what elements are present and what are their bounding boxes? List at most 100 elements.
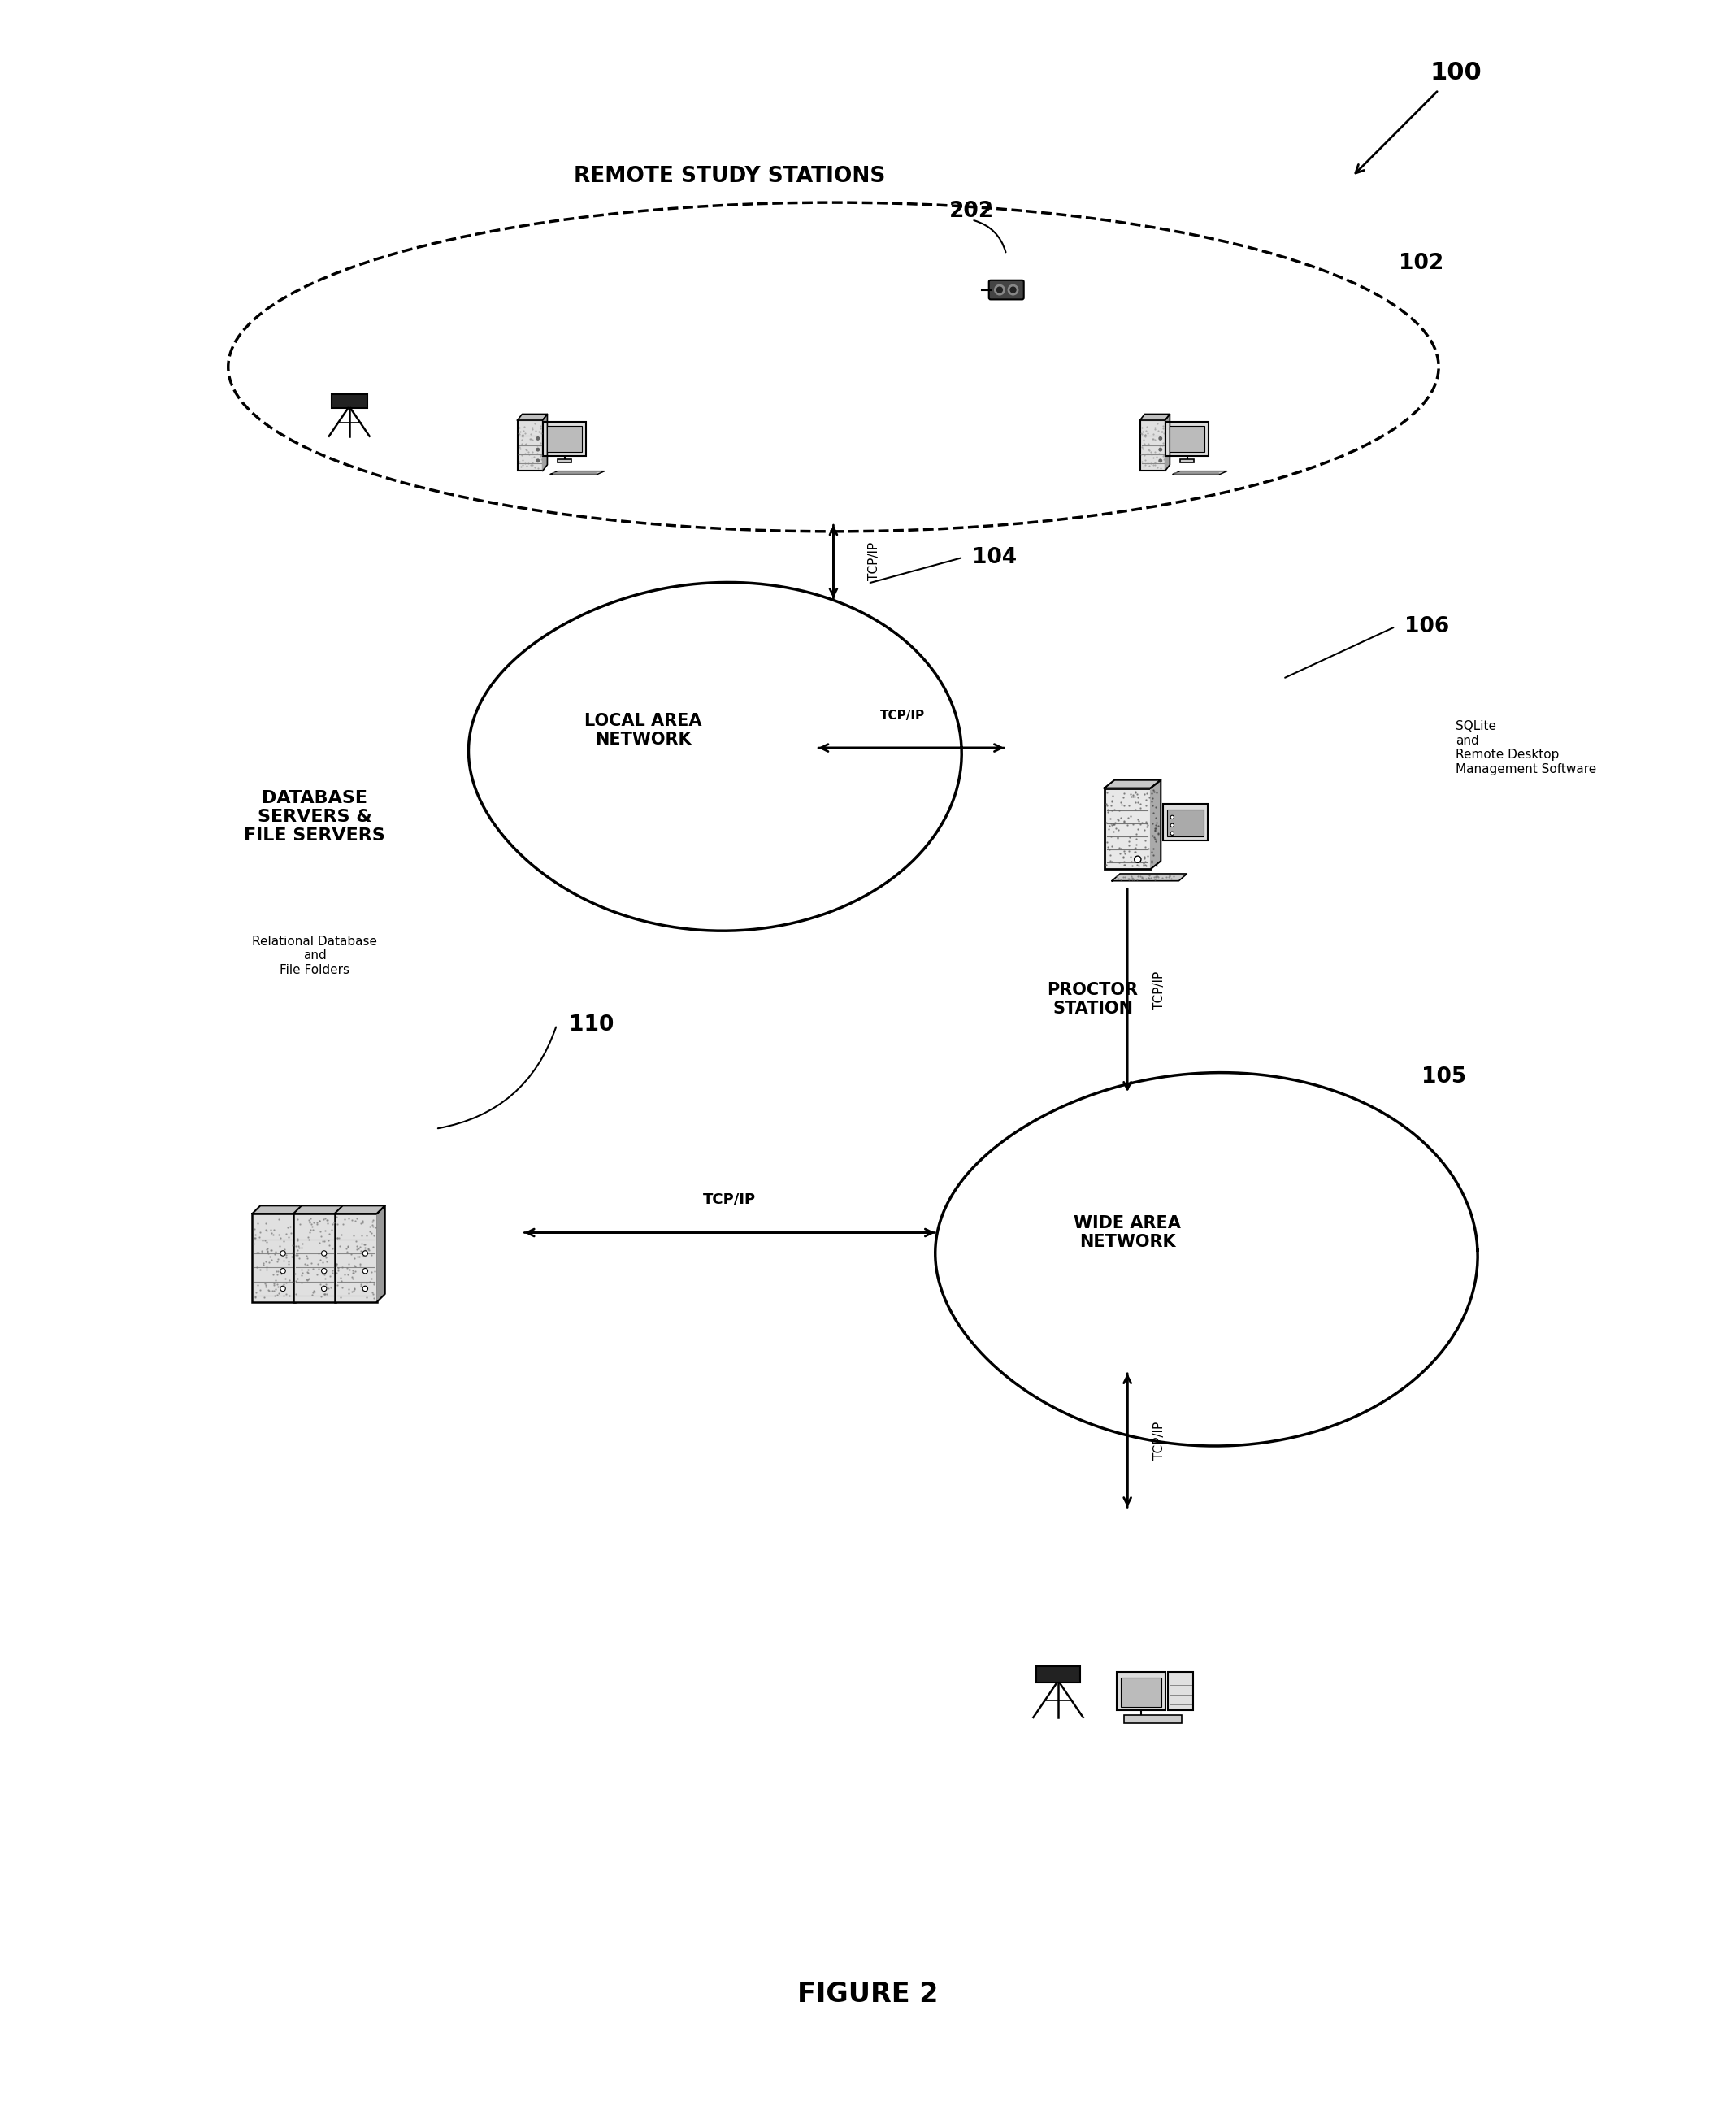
Point: [1125, 860, 1153, 894]
Polygon shape: [936, 1072, 1477, 1445]
Point: [273, 1240, 300, 1274]
Point: [1135, 862, 1163, 896]
Point: [252, 1252, 279, 1286]
Point: [339, 1254, 366, 1288]
Point: [252, 1269, 279, 1303]
Point: [311, 1278, 339, 1312]
Circle shape: [995, 284, 1005, 295]
Point: [297, 1208, 325, 1242]
Point: [281, 1237, 309, 1271]
Circle shape: [363, 1286, 368, 1290]
Point: [285, 1242, 312, 1276]
Point: [299, 1210, 326, 1244]
Point: [519, 411, 547, 445]
Point: [1104, 803, 1132, 837]
Point: [269, 1244, 297, 1278]
Point: [1139, 818, 1167, 852]
Polygon shape: [1174, 470, 1227, 475]
Point: [312, 1269, 340, 1303]
Point: [276, 1278, 304, 1312]
Point: [1139, 807, 1167, 841]
Point: [1141, 822, 1168, 856]
Point: [1130, 841, 1158, 875]
Point: [252, 1223, 279, 1257]
Point: [342, 1204, 370, 1237]
FancyBboxPatch shape: [543, 422, 587, 456]
Point: [1130, 778, 1158, 812]
Point: [1134, 415, 1161, 449]
Point: [1109, 841, 1137, 875]
Point: [297, 1212, 325, 1246]
Point: [318, 1254, 345, 1288]
Point: [347, 1218, 375, 1252]
Point: [276, 1210, 304, 1244]
Point: [312, 1240, 340, 1274]
Point: [248, 1233, 276, 1267]
Point: [359, 1204, 387, 1237]
Point: [342, 1201, 370, 1235]
Point: [332, 1257, 359, 1290]
Point: [323, 1257, 351, 1290]
Point: [1141, 447, 1168, 481]
Point: [1144, 816, 1172, 850]
Point: [1139, 417, 1167, 451]
Point: [293, 1242, 321, 1276]
Point: [340, 1248, 368, 1282]
Text: 202: 202: [950, 201, 995, 222]
Point: [264, 1267, 292, 1301]
Point: [1134, 860, 1161, 894]
Point: [1141, 776, 1168, 809]
Point: [1092, 786, 1120, 820]
Point: [1144, 413, 1172, 447]
Point: [1125, 812, 1153, 845]
Text: 106: 106: [1404, 617, 1450, 638]
Text: FIGURE 2: FIGURE 2: [797, 1981, 939, 2009]
Point: [1141, 422, 1168, 456]
Point: [309, 1246, 337, 1280]
Point: [1144, 860, 1172, 894]
Point: [259, 1257, 286, 1290]
Point: [1141, 411, 1168, 445]
Point: [295, 1206, 323, 1240]
Circle shape: [363, 1250, 368, 1257]
Text: 104: 104: [972, 547, 1017, 568]
Point: [1116, 820, 1144, 854]
Point: [344, 1233, 372, 1267]
Point: [1092, 776, 1120, 809]
Point: [349, 1274, 377, 1307]
Point: [1118, 778, 1146, 812]
Point: [523, 437, 550, 470]
Point: [1139, 831, 1167, 865]
Point: [528, 415, 556, 449]
Point: [359, 1208, 387, 1242]
Point: [1097, 807, 1125, 841]
Point: [359, 1280, 387, 1314]
Point: [510, 409, 538, 443]
Polygon shape: [1104, 780, 1161, 788]
Point: [1146, 428, 1174, 462]
Point: [279, 1235, 307, 1269]
Point: [1121, 793, 1149, 826]
Point: [1149, 426, 1177, 460]
Point: [509, 447, 536, 481]
FancyBboxPatch shape: [1163, 803, 1208, 841]
Point: [293, 1254, 321, 1288]
Text: 105: 105: [1422, 1066, 1467, 1087]
Point: [1116, 799, 1144, 833]
Point: [1137, 835, 1165, 869]
Point: [295, 1204, 323, 1237]
FancyBboxPatch shape: [1116, 1672, 1165, 1710]
Point: [260, 1218, 288, 1252]
Point: [1141, 862, 1168, 896]
Point: [328, 1265, 356, 1299]
Point: [1135, 449, 1163, 483]
Point: [1102, 812, 1130, 845]
Point: [1095, 843, 1123, 877]
Point: [253, 1231, 281, 1265]
Point: [247, 1214, 274, 1248]
Point: [1101, 807, 1128, 841]
Point: [318, 1257, 345, 1290]
Point: [359, 1204, 387, 1237]
Point: [1109, 839, 1137, 873]
Point: [510, 437, 538, 470]
